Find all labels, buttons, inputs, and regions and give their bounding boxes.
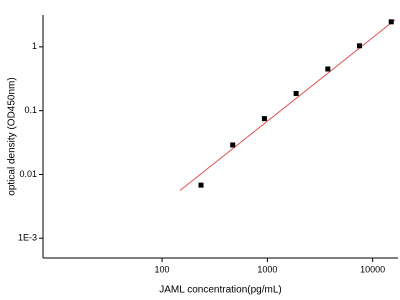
y-tick-label: 1E-3 — [18, 233, 37, 243]
point — [230, 142, 236, 148]
y-axis-title: optical density (OD450nm) — [7, 77, 18, 195]
point — [261, 116, 267, 122]
x-tick-label: 100 — [155, 264, 170, 274]
point — [325, 66, 331, 72]
point — [293, 90, 299, 96]
y-tick-label: 1 — [32, 41, 37, 51]
x-tick-label: 1000 — [257, 264, 277, 274]
y-tick-label: 0.01 — [19, 169, 37, 179]
x-tick-label: 10000 — [360, 264, 385, 274]
fit-line — [179, 19, 396, 191]
point — [198, 182, 204, 188]
x-axis-title: JAML concentration(pg/mL) — [159, 285, 281, 296]
y-tick-label: 0.1 — [24, 105, 37, 115]
point — [388, 19, 394, 25]
point — [357, 43, 363, 49]
